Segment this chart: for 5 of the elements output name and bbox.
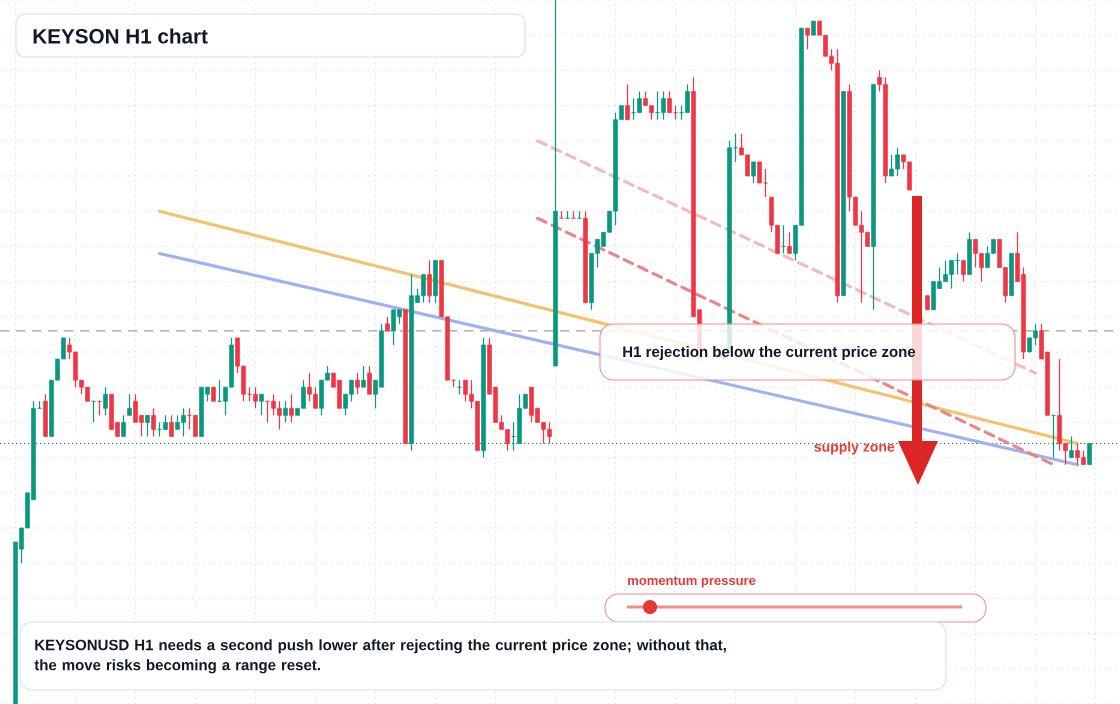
annotation: momentum pressure (628, 576, 756, 588)
annotation: KEYSONUSD H1 needs a second push lower after rejecting the current price zone; without that, the move risks becoming a range reset. (34, 639, 726, 674)
text: KEYSON H1 chart (33, 28, 208, 44)
annotation: supply zone (814, 441, 895, 455)
annotation: H1 rejection below the current price zone (623, 346, 916, 360)
